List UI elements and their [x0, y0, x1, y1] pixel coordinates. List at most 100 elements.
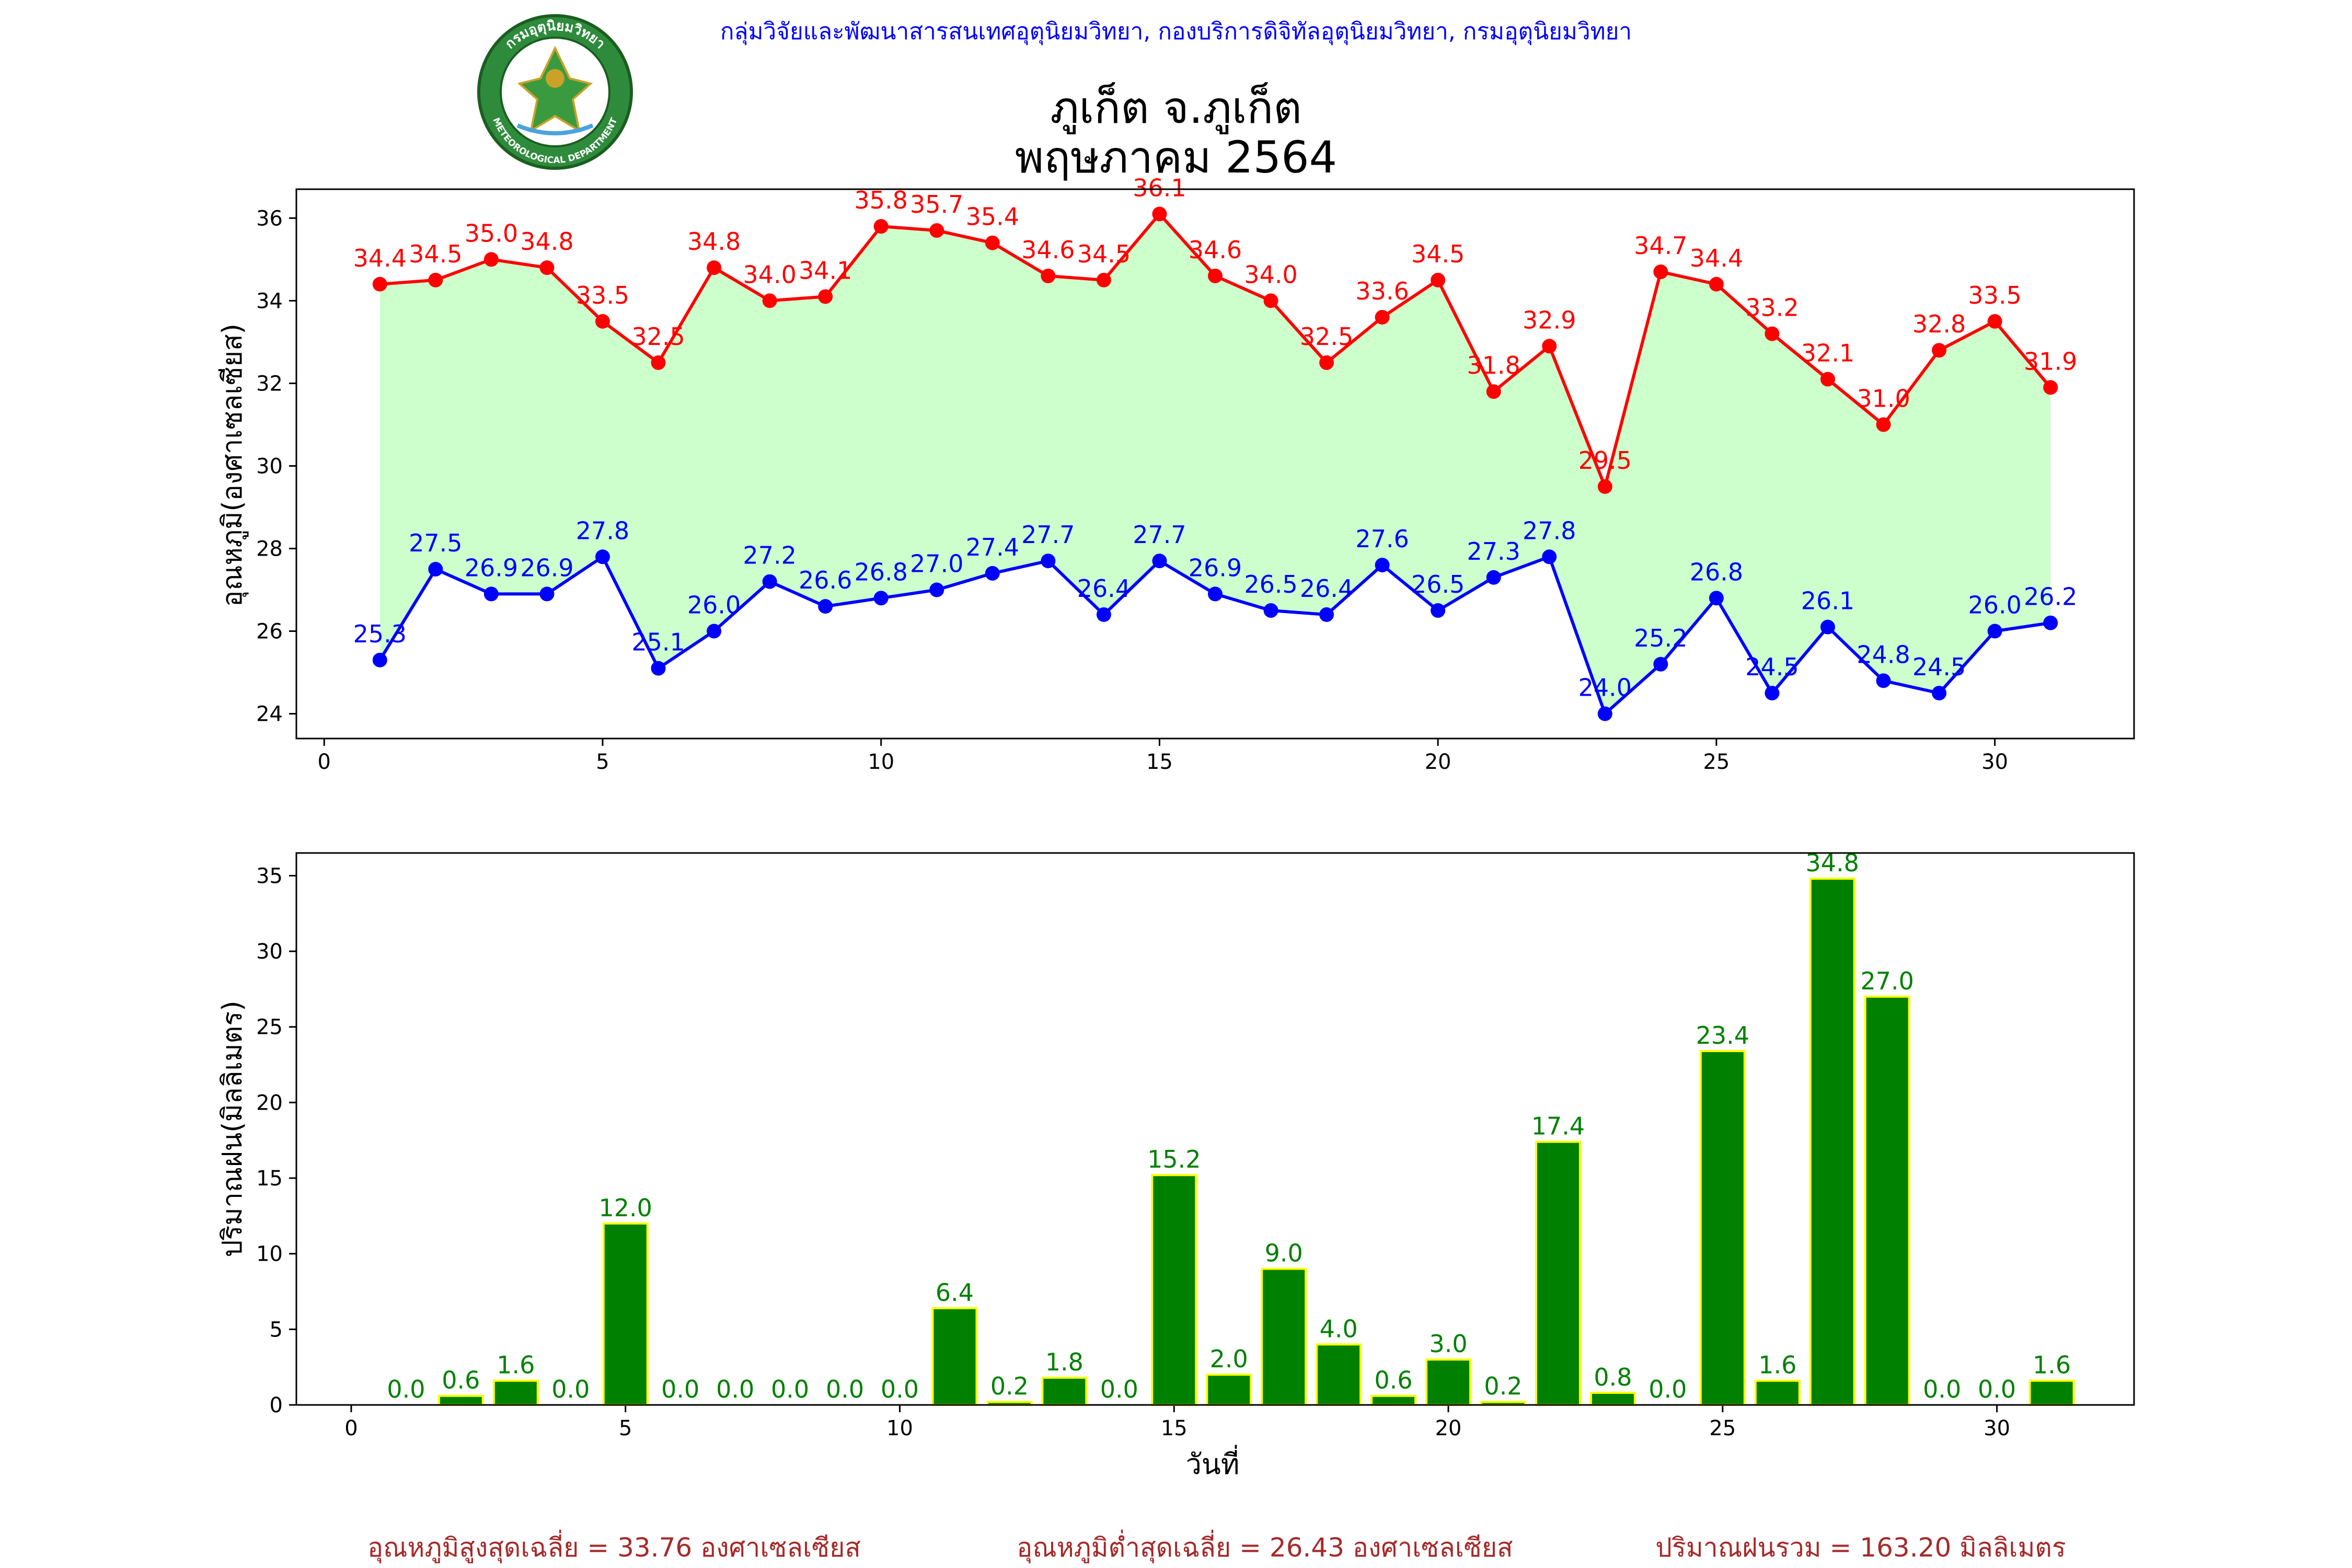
- max-temperature-data-label: 32.5: [1300, 322, 1353, 351]
- temperature-plot-frame: [295, 188, 2135, 740]
- min-temperature-point: [1096, 607, 1111, 622]
- rain-y-tick-label: 5: [270, 1318, 283, 1342]
- min-temperature-point: [1319, 607, 1334, 622]
- max-temperature-point: [1709, 276, 1724, 292]
- rainfall-data-label: 0.0: [826, 1375, 864, 1403]
- chart-title-line1: ภูเก็ต จ.ภูเก็ต: [1050, 82, 1302, 134]
- rainfall-bar: [1809, 878, 1855, 1406]
- max-temperature-point: [1096, 272, 1111, 287]
- temp-x-tick-label: 10: [868, 750, 894, 774]
- max-temperature-point: [1263, 293, 1278, 308]
- min-temperature-point: [1208, 586, 1223, 602]
- max-temperature-data-label: 32.9: [1523, 306, 1576, 334]
- rain-x-tick-label: 0: [344, 1416, 358, 1440]
- min-temperature-point: [372, 652, 387, 667]
- min-temperature-data-label: 24.5: [1912, 653, 1966, 681]
- rainfall-data-label: 1.6: [2033, 1351, 2071, 1379]
- max-temperature-data-label: 33.5: [1968, 281, 2021, 309]
- max-temperature-point: [1932, 343, 1947, 358]
- min-temperature-point: [1375, 558, 1390, 573]
- rainfall-data-label: 0.0: [881, 1375, 919, 1403]
- min-temperature-point: [651, 661, 666, 676]
- rainfall-plot-frame: [295, 852, 2135, 1406]
- rainfall-bar: [602, 1222, 649, 1406]
- max-temperature-point: [929, 223, 944, 238]
- min-temperature-data-label: 25.3: [353, 620, 407, 648]
- min-temperature-data-label: 27.8: [576, 516, 629, 545]
- rain-y-tick-label: 0: [270, 1393, 283, 1417]
- rainfall-data-label: 0.0: [1978, 1375, 2016, 1403]
- max-temperature-data-label: 33.2: [1745, 294, 1798, 322]
- temperature-range-fill: [379, 214, 2051, 714]
- max-temperature-point: [1208, 268, 1223, 283]
- max-temperature-data-label: 31.9: [2024, 347, 2077, 375]
- rainfall-bar: [1206, 1374, 1252, 1406]
- rainfall-bar: [1425, 1358, 1472, 1406]
- rainfall-data-label: 1.8: [1045, 1348, 1083, 1376]
- max-temperature-point: [539, 260, 555, 275]
- rain-x-tick-label: 10: [886, 1416, 913, 1440]
- rainfall-data-label: 0.0: [1100, 1375, 1138, 1403]
- rainfall-data-label: 12.0: [599, 1194, 652, 1222]
- max-temperature-data-label: 34.4: [1690, 244, 1743, 272]
- rainfall-data-label: 0.6: [1375, 1366, 1413, 1394]
- min-temperature-point: [929, 582, 944, 597]
- rainfall-bar: [492, 1379, 539, 1406]
- min-temperature-point: [707, 624, 722, 639]
- min-temperature-point: [483, 586, 499, 602]
- min-temperature-point: [2043, 615, 2058, 630]
- rainfall-bar: [1316, 1343, 1362, 1406]
- rainfall-data-label: 0.8: [1594, 1363, 1632, 1391]
- min-temperature-point: [985, 566, 1000, 581]
- rainfall-bar: [1151, 1174, 1197, 1406]
- total-rainfall: ปริมาณฝนรวม = 163.20 มิลลิเมตร: [1655, 1532, 2066, 1563]
- min-temperature-data-label: 26.1: [1801, 587, 1854, 615]
- min-temperature-data-label: 24.8: [1857, 640, 1910, 668]
- rainfall-data-label: 0.0: [551, 1375, 590, 1403]
- max-temperature-point: [1431, 272, 1446, 287]
- max-temperature-data-label: 34.5: [409, 240, 462, 268]
- rainfall-bar: [1041, 1376, 1088, 1406]
- min-temperature-data-label: 27.4: [966, 533, 1019, 561]
- max-temperature-point: [651, 355, 666, 370]
- rain-x-tick-label: 25: [1709, 1416, 1736, 1440]
- rainfall-data-label: 0.6: [442, 1366, 480, 1394]
- min-temperature-point: [1876, 673, 1891, 688]
- max-temperature-data-label: 34.6: [1189, 236, 1242, 264]
- max-temperature-point: [818, 289, 833, 304]
- max-temperature-point: [1597, 479, 1612, 494]
- rainfall-data-label: 1.6: [1758, 1351, 1796, 1379]
- rainfall-data-label: 0.0: [1923, 1375, 1961, 1403]
- rainfall-bar: [1535, 1140, 1581, 1406]
- min-temperature-point: [1152, 554, 1167, 569]
- min-temperature-point: [1709, 591, 1724, 606]
- min-temperature-data-label: 26.4: [1300, 574, 1353, 603]
- min-temperature-point: [1820, 619, 1835, 635]
- min-temperature-data-label: 27.7: [1021, 521, 1075, 549]
- temp-x-tick-label: 15: [1146, 750, 1173, 774]
- temp-y-tick-label: 34: [256, 289, 283, 313]
- max-temperature-point: [1486, 384, 1501, 399]
- min-temperature-point: [1041, 554, 1056, 569]
- rainfall-data-label: 0.0: [771, 1375, 809, 1403]
- rainfall-data-label: 0.0: [661, 1375, 699, 1403]
- temp-y-tick-label: 28: [256, 537, 283, 561]
- max-temperature-point: [873, 219, 889, 234]
- rainfall-bar: [931, 1307, 978, 1406]
- temp-y-tick-label: 36: [256, 206, 283, 230]
- min-temperature-point: [873, 591, 889, 606]
- rainfall-bar: [1589, 1391, 1636, 1406]
- temp-x-tick-label: 20: [1425, 750, 1451, 774]
- rainfall-bar: [1754, 1379, 1801, 1406]
- temp-x-tick-label: 5: [596, 750, 609, 774]
- max-temperature-data-label: 34.5: [1077, 240, 1131, 268]
- rainfall-panel: 0 5 10 15 20 25 30 0 5 10 15 20 25 30 35 0.0 0.6 1.6 0.0 12…: [256, 849, 2135, 1440]
- max-temperature-point: [762, 293, 777, 308]
- min-temperature-point: [428, 562, 443, 577]
- rainfall-data-label: 0.2: [1484, 1372, 1522, 1400]
- max-temperature-point: [1152, 206, 1167, 222]
- rainfall-data-label: 0.2: [990, 1372, 1029, 1400]
- max-temperature-point: [1542, 339, 1557, 354]
- rainfall-data-label: 6.4: [936, 1278, 974, 1307]
- min-temperature-data-label: 26.5: [1411, 570, 1465, 598]
